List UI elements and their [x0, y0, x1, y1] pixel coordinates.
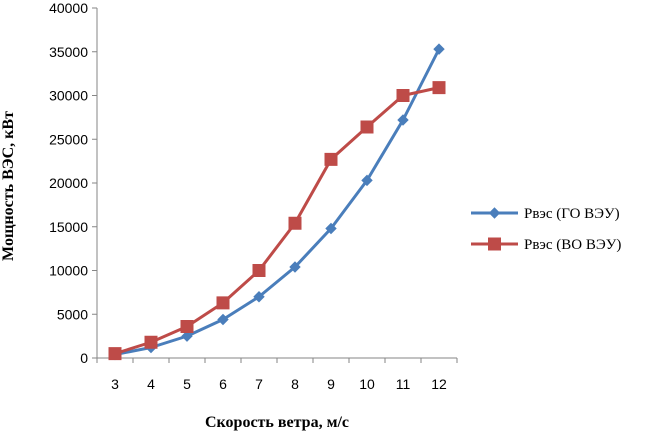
legend-marker	[488, 207, 501, 219]
x-axis-title: Скорость ветра, м/с	[205, 414, 349, 431]
x-tick-label: 6	[219, 376, 227, 392]
y-tick-label: 15000	[49, 219, 88, 235]
data-point	[216, 296, 230, 310]
x-axis: 3 4 5 6 7 8 9 10 11 12	[96, 358, 458, 392]
data-point	[288, 216, 302, 230]
data-point	[360, 120, 374, 134]
legend: Pвэс (ГО ВЭУ) Pвэс (ВО ВЭУ)	[471, 206, 621, 253]
series-line	[114, 48, 441, 356]
x-tick-label: 12	[431, 376, 447, 392]
data-point	[180, 320, 194, 333]
x-tick-label: 7	[255, 376, 263, 392]
y-tick-label: 25000	[49, 131, 88, 147]
series-line	[114, 86, 440, 356]
data-point	[325, 222, 337, 235]
y-tick-label: 40000	[49, 0, 88, 16]
data-point	[108, 347, 122, 361]
y-tick-label: 5000	[57, 306, 88, 322]
x-tick-label: 10	[359, 376, 375, 392]
data-point	[433, 43, 445, 55]
legend-item: Pвэс (ГО ВЭУ)	[471, 206, 620, 222]
series-1	[109, 43, 445, 361]
y-tick-label: 0	[80, 350, 88, 366]
data-point	[324, 152, 338, 166]
data-point	[432, 81, 446, 95]
legend-item: Pвэс (ВО ВЭУ)	[471, 237, 621, 253]
data-point	[253, 291, 265, 303]
y-tick-label: 20000	[49, 175, 88, 191]
data-point	[396, 89, 410, 102]
x-tick-label: 11	[396, 376, 411, 392]
data-point	[397, 114, 409, 126]
data-point	[252, 264, 266, 277]
y-axis-title: Мощность ВЭС, кВт	[0, 111, 17, 261]
x-tick-label: 8	[291, 376, 299, 392]
y-tick-label: 35000	[49, 44, 88, 60]
series-2	[108, 81, 446, 361]
series-layer	[108, 43, 446, 361]
legend-label: Pвэс (ВО ВЭУ)	[524, 237, 621, 253]
y-axis: 0 5000 10000 15000 20000 25000 30000 35000 40000	[49, 0, 97, 366]
legend-label: Pвэс (ГО ВЭУ)	[524, 206, 620, 222]
data-point	[217, 313, 229, 326]
data-point	[181, 330, 193, 342]
data-point	[361, 174, 373, 187]
x-tick-label: 5	[183, 376, 191, 392]
x-tick-label: 3	[111, 376, 119, 392]
y-tick-label: 30000	[49, 88, 88, 104]
data-point	[144, 335, 158, 349]
x-tick-label: 4	[147, 376, 155, 392]
data-point	[289, 261, 301, 273]
y-tick-label: 10000	[49, 263, 88, 279]
legend-marker	[488, 237, 501, 251]
x-tick-label: 9	[327, 376, 335, 392]
